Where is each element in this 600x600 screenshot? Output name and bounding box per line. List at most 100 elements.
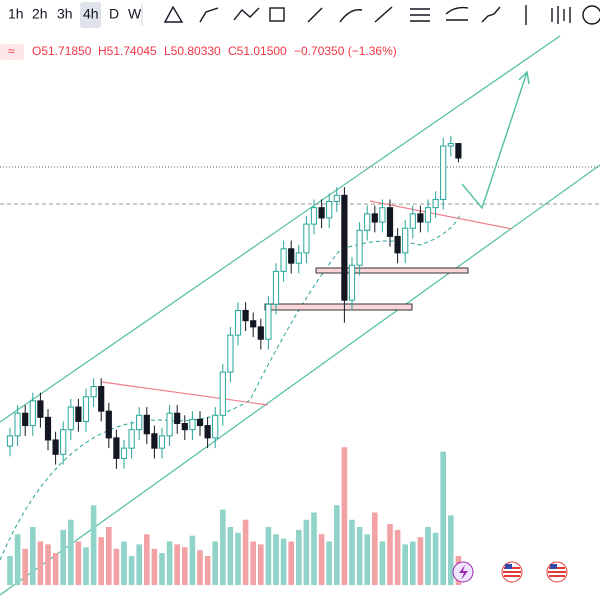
candle-body [447, 143, 454, 147]
projection-arrow [461, 70, 530, 210]
volume-bar [250, 541, 256, 585]
legend-change: −0.70350 (−1.36%) [294, 44, 397, 58]
legend-low: L50.80330 [164, 44, 221, 58]
volume-bar [90, 505, 97, 585]
candle-body [348, 264, 356, 301]
volume-bar [52, 553, 59, 585]
drawing-tools[interactable] [163, 5, 600, 25]
volume-bar [113, 548, 120, 585]
candle-body [326, 201, 333, 219]
volume-bar [242, 519, 249, 585]
trendline [101, 381, 269, 406]
candle-body [52, 439, 59, 455]
candle-body [128, 429, 135, 449]
candle-body [310, 207, 318, 225]
candle-body [402, 227, 409, 254]
volume-bar [303, 519, 310, 585]
candle-body [22, 412, 29, 427]
candle-body [356, 229, 363, 266]
volume-bar [212, 541, 218, 585]
volume-bar [402, 544, 408, 585]
volume-bar [7, 556, 13, 585]
interval-button[interactable]: 2h [32, 6, 48, 22]
interval-selected-bg [80, 2, 101, 28]
volume-bar [280, 538, 287, 585]
candle-body [212, 414, 219, 439]
candle-body [288, 248, 295, 264]
volume-bar [22, 548, 28, 585]
candle-body [280, 248, 287, 272]
volume-bar [410, 541, 416, 585]
volume-bar [75, 541, 82, 585]
volume-bar [182, 547, 188, 585]
volume-bar [387, 524, 393, 585]
volume-bar [227, 527, 234, 585]
candle-body [98, 386, 105, 412]
flag-glyph [550, 564, 557, 569]
toolbar: 1h 2h 3h 4h D W [8, 2, 600, 28]
volume-bar [349, 519, 355, 585]
candle-body [82, 396, 90, 422]
candle-body [29, 400, 36, 427]
candle-body [37, 400, 44, 418]
volume-bar [432, 532, 439, 585]
interval-button[interactable]: 1h [8, 6, 24, 22]
zone [315, 267, 469, 274]
candle-body [44, 416, 52, 441]
volume-bar [448, 515, 454, 585]
candle-body [174, 412, 181, 425]
candle-body [424, 207, 432, 223]
candle-body [136, 414, 143, 431]
legend-open: O51.71850 [32, 44, 92, 58]
volume-bar [166, 541, 173, 585]
volume-bar [417, 537, 424, 585]
candle-body [394, 235, 401, 254]
volume-bar [121, 541, 127, 585]
volume-bar [311, 512, 317, 585]
candle-body [333, 194, 340, 202]
volume-bar [136, 544, 142, 585]
candle-body [113, 437, 120, 459]
interval-button[interactable]: D [109, 6, 119, 22]
candle-body [318, 207, 325, 219]
volume-bar [440, 451, 446, 585]
symbol-icon-glyph: ≈ [8, 44, 15, 58]
volume-bar [334, 505, 340, 585]
candle-body [386, 207, 394, 237]
candle-body [14, 412, 21, 437]
candle-body [67, 406, 74, 431]
interval-button[interactable]: 3h [57, 6, 73, 22]
volume-bar [37, 541, 44, 585]
volume-bar [14, 534, 21, 585]
volume-bar [220, 509, 226, 585]
candle-body [455, 143, 462, 159]
legend-close: C51.01500 [228, 44, 287, 58]
candle-body [227, 334, 234, 373]
candle-body [143, 414, 150, 435]
candle-body [120, 447, 128, 459]
interval-button[interactable]: W [128, 6, 142, 22]
symbol-icon[interactable] [0, 44, 24, 60]
candle-body [181, 423, 188, 431]
candle-body [105, 410, 112, 439]
volume-bar [197, 550, 203, 585]
candle-body [440, 145, 447, 200]
candle-body [234, 309, 242, 336]
candle-body [371, 213, 378, 223]
zone [264, 303, 413, 311]
candle-body [6, 435, 14, 447]
candle-body [204, 425, 211, 439]
volume-bar [144, 534, 150, 585]
legend-high: H51.74045 [98, 44, 157, 58]
candle-body [158, 435, 166, 449]
ohlc-legend: O51.71850 H51.74045 L50.80330 C51.01500 … [32, 44, 397, 58]
candle-body [432, 198, 439, 209]
volume-bar [235, 532, 241, 585]
interval-button[interactable]: 4h [83, 6, 99, 22]
candle-body [417, 213, 424, 223]
candle-body [303, 223, 310, 254]
candle-body [341, 194, 348, 301]
candle-body [272, 270, 280, 305]
